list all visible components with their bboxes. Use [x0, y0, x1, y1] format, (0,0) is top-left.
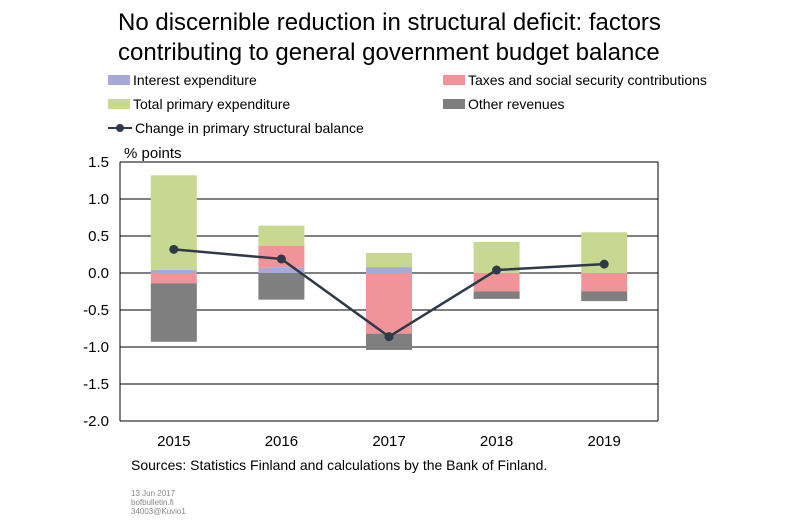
y-tick-label: 0.5 — [88, 228, 109, 245]
line-point-2019 — [599, 259, 609, 269]
footer-date: 13 Jun 2017 — [131, 489, 176, 498]
legend-swatch-line — [108, 123, 132, 133]
legend-label-primary: Total primary expenditure — [133, 96, 291, 112]
y-tick-label: -1.5 — [83, 376, 109, 393]
y-tick-label: -1.0 — [83, 339, 109, 356]
x-tick-label: 2018 — [480, 433, 513, 450]
x-tick-label: 2015 — [157, 433, 190, 450]
bar-taxes-2017 — [366, 273, 412, 334]
legend-label-interest: Interest expenditure — [133, 72, 257, 88]
legend-label-taxes: Taxes and social security contributions — [468, 72, 707, 88]
axis-layer: 1.5 1.0 0.5 0.0 -0.5 -1.0 -1.5 -2.0 % points 2015… — [83, 145, 659, 450]
chart-title-line-1: No discernible reduction in structural d… — [118, 9, 661, 36]
bar-taxes-2019 — [581, 273, 628, 292]
bar-other-2016 — [258, 273, 305, 300]
y-tick-label: -2.0 — [83, 413, 109, 430]
legend-swatch-other — [443, 99, 465, 109]
line-point-2017 — [384, 332, 394, 342]
bar-interest-2017 — [366, 267, 412, 273]
line-point-2018 — [492, 265, 502, 275]
bar-primary-2017 — [366, 253, 412, 268]
bar-taxes-2018 — [473, 273, 520, 292]
bar-layer — [150, 175, 628, 350]
legend-swatch-primary — [108, 99, 130, 109]
x-tick-label: 2017 — [372, 433, 405, 450]
legend-item-taxes: Taxes and social security contributions — [443, 71, 707, 89]
legend-item-line: Change in primary structural balance — [108, 119, 364, 137]
legend-item-interest: Interest expenditure — [108, 71, 257, 89]
bar-other-2017 — [366, 333, 412, 350]
legend-label-other: Other revenues — [468, 96, 565, 112]
y-tick-label: -0.5 — [83, 302, 109, 319]
bar-other-2015 — [150, 283, 197, 342]
y-tick-label: 0.0 — [88, 265, 109, 282]
chart-title-line-2: contributing to general government budge… — [118, 39, 660, 66]
legend-label-line: Change in primary structural balance — [135, 120, 364, 136]
footer-code: 34003@Kuvio1 — [131, 507, 186, 516]
legend-swatch-taxes — [443, 75, 465, 85]
footer-site: bofbulletin.fi — [131, 498, 174, 507]
bar-interest-2015 — [150, 270, 197, 273]
line-point-2015 — [169, 244, 179, 254]
sources-note: Sources: Statistics Finland and calculat… — [131, 457, 548, 473]
bar-taxes-2015 — [150, 273, 197, 284]
legend-swatch-interest — [108, 75, 130, 85]
y-tick-label: 1.0 — [88, 191, 109, 208]
bar-primary-2016 — [258, 225, 305, 246]
bar-primary-2015 — [150, 175, 197, 271]
bar-other-2019 — [581, 291, 628, 302]
x-tick-label: 2019 — [588, 433, 621, 450]
bar-interest-2016 — [258, 267, 305, 273]
legend-item-other: Other revenues — [443, 95, 565, 113]
y-axis-label: % points — [124, 145, 182, 162]
line-point-2016 — [276, 254, 286, 264]
legend-item-primary: Total primary expenditure — [108, 95, 290, 113]
y-tick-label: 1.5 — [88, 154, 109, 171]
line-layer — [169, 244, 609, 342]
bar-other-2018 — [473, 291, 520, 299]
chart-title: No discernible reduction in structural d… — [118, 8, 758, 68]
x-tick-label: 2016 — [265, 433, 298, 450]
